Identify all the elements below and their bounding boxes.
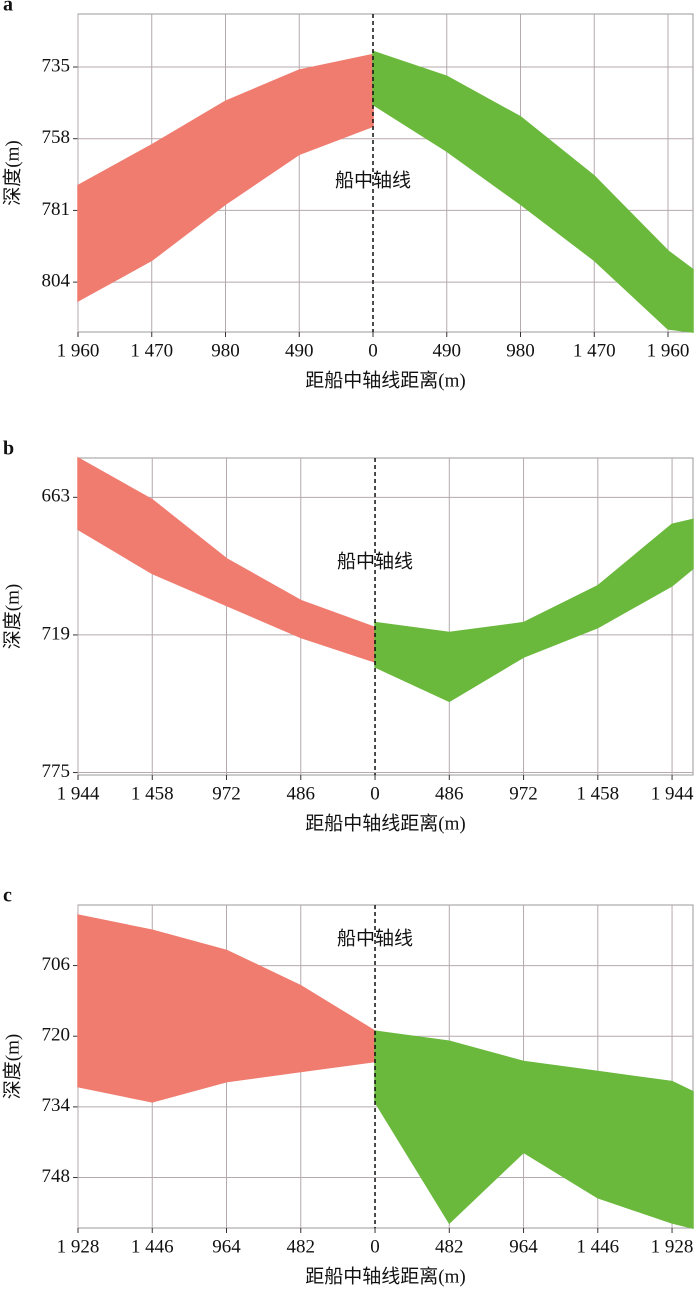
- x-tick-label: 972: [509, 783, 538, 804]
- y-tick-label: 758: [42, 127, 71, 148]
- x-tick-label: 490: [433, 340, 462, 361]
- x-tick-label: 1 944: [651, 783, 694, 804]
- x-axis-label: 距船中轴线距离(m): [305, 369, 465, 391]
- y-tick-label: 734: [42, 1095, 71, 1116]
- y-tick-label: 719: [42, 623, 71, 644]
- x-tick-label: 980: [506, 340, 535, 361]
- y-tick-label: 748: [42, 1166, 71, 1187]
- y-axis-label: 深度(m): [1, 584, 23, 649]
- x-tick-label: 486: [287, 783, 316, 804]
- y-axis-label: 深度(m): [1, 1034, 23, 1099]
- x-tick-label: 972: [212, 783, 241, 804]
- x-tick-label: 0: [370, 1236, 380, 1257]
- y-tick-label: 804: [42, 270, 71, 291]
- x-tick-label: 1 928: [651, 1236, 694, 1257]
- x-tick-label: 482: [287, 1236, 316, 1257]
- x-tick-label: 1 458: [576, 783, 619, 804]
- x-axis-label: 距船中轴线距离(m): [305, 812, 465, 834]
- x-tick-label: 1 928: [57, 1236, 100, 1257]
- y-tick-label: 775: [42, 761, 71, 782]
- y-tick-label: 720: [42, 1025, 71, 1046]
- x-tick-label: 1 960: [57, 340, 100, 361]
- x-tick-label: 1 446: [576, 1236, 619, 1257]
- y-axis-label: 深度(m): [1, 140, 23, 205]
- x-tick-label: 1 446: [131, 1236, 174, 1257]
- x-tick-label: 964: [509, 1236, 538, 1257]
- x-tick-label: 0: [368, 340, 378, 361]
- x-tick-label: 964: [212, 1236, 241, 1257]
- x-tick-label: 1 470: [130, 340, 173, 361]
- depth-band: [374, 1030, 694, 1229]
- annotation: 船中轴线: [337, 927, 413, 949]
- x-tick-label: 1 960: [647, 340, 690, 361]
- annotation: 船中轴线: [337, 550, 413, 572]
- x-tick-label: 1 470: [573, 340, 616, 361]
- x-tick-label: 482: [435, 1236, 464, 1257]
- x-tick-label: 1 944: [57, 783, 100, 804]
- y-tick-label: 706: [42, 954, 71, 975]
- depth-band: [374, 518, 694, 703]
- panel-label: b: [3, 438, 14, 460]
- x-tick-label: 980: [211, 340, 240, 361]
- x-tick-label: 490: [285, 340, 314, 361]
- y-tick-label: 735: [42, 55, 71, 76]
- annotation: 船中轴线: [335, 169, 411, 191]
- x-tick-label: 486: [435, 783, 464, 804]
- y-tick-label: 663: [42, 486, 71, 507]
- x-tick-label: 0: [370, 783, 380, 804]
- y-tick-label: 781: [42, 199, 71, 220]
- panel-label: c: [3, 885, 12, 907]
- depth-band: [372, 50, 694, 333]
- panel-label: a: [3, 0, 13, 16]
- x-axis-label: 距船中轴线距离(m): [305, 1265, 465, 1287]
- x-tick-label: 1 458: [131, 783, 174, 804]
